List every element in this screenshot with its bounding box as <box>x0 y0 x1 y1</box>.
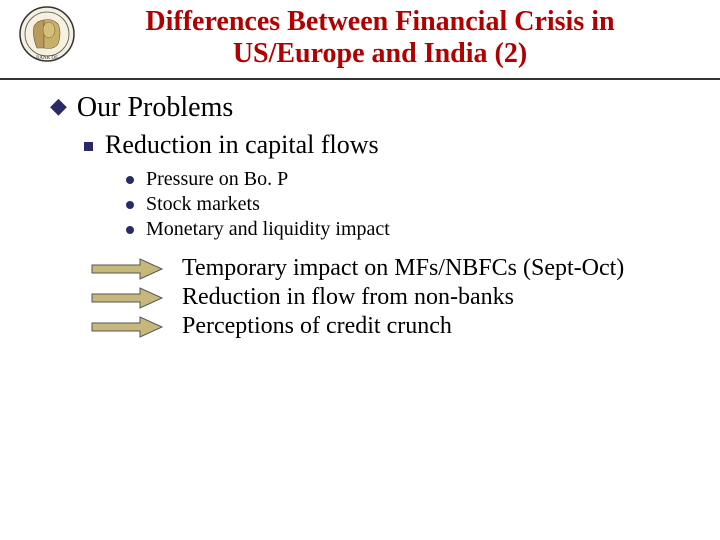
slide-title: Differences Between Financial Crisis in … <box>60 0 700 70</box>
l3-text-1: Stock markets <box>146 193 260 216</box>
arrow-text-0: Temporary impact on MFs/NBFCs (Sept-Oct) <box>182 255 624 282</box>
bullet-level-1: ◆ Our Problems <box>50 92 690 124</box>
square-bullet-icon <box>84 142 93 151</box>
arrow-text-1: Reduction in flow from non-banks <box>182 284 514 311</box>
dot-bullet-icon <box>126 201 134 209</box>
arrow-icon <box>90 285 164 311</box>
rbi-logo: BANK OF <box>12 4 82 64</box>
bullet-level-3: Monetary and liquidity impact <box>126 218 690 241</box>
arrow-icon <box>90 314 164 340</box>
arrow-icon <box>90 256 164 282</box>
arrow-text-2: Perceptions of credit crunch <box>182 313 452 340</box>
title-line-2: US/Europe and India (2) <box>233 38 527 69</box>
l3-text-0: Pressure on Bo. P <box>146 168 288 191</box>
l3-text-2: Monetary and liquidity impact <box>146 218 390 241</box>
title-line-1: Differences Between Financial Crisis in <box>145 6 614 37</box>
svg-text:BANK OF: BANK OF <box>36 56 58 61</box>
arrow-item: Perceptions of credit crunch <box>90 313 690 340</box>
l1-text: Our Problems <box>77 92 233 124</box>
bullet-level-3: Stock markets <box>126 193 690 216</box>
slide-content: ◆ Our Problems Reduction in capital flow… <box>0 80 720 340</box>
diamond-bullet-icon: ◆ <box>50 92 67 121</box>
bullet-level-2: Reduction in capital flows <box>84 130 690 160</box>
dot-bullet-icon <box>126 176 134 184</box>
arrow-item: Temporary impact on MFs/NBFCs (Sept-Oct) <box>90 255 690 282</box>
arrow-item: Reduction in flow from non-banks <box>90 284 690 311</box>
dot-bullet-icon <box>126 226 134 234</box>
l2-text: Reduction in capital flows <box>105 130 379 160</box>
bullet-level-3: Pressure on Bo. P <box>126 168 690 191</box>
